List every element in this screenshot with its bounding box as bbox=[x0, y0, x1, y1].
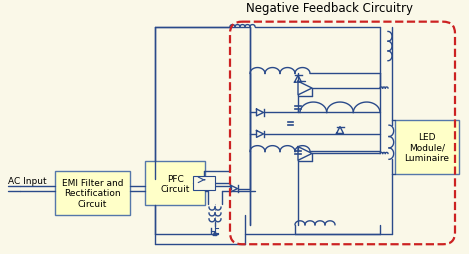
FancyBboxPatch shape bbox=[395, 121, 459, 174]
Text: Negative Feedback Circuitry: Negative Feedback Circuitry bbox=[247, 2, 414, 15]
Text: EMI Filter and
Rectification
Circuit: EMI Filter and Rectification Circuit bbox=[62, 178, 123, 208]
FancyBboxPatch shape bbox=[145, 162, 205, 205]
Bar bbox=[193, 176, 215, 190]
Text: PFC
Circuit: PFC Circuit bbox=[160, 174, 189, 193]
FancyBboxPatch shape bbox=[55, 171, 130, 215]
Polygon shape bbox=[213, 232, 217, 235]
Text: AC Input: AC Input bbox=[8, 177, 46, 186]
Text: LED
Module/
Luminaire: LED Module/ Luminaire bbox=[404, 133, 449, 162]
